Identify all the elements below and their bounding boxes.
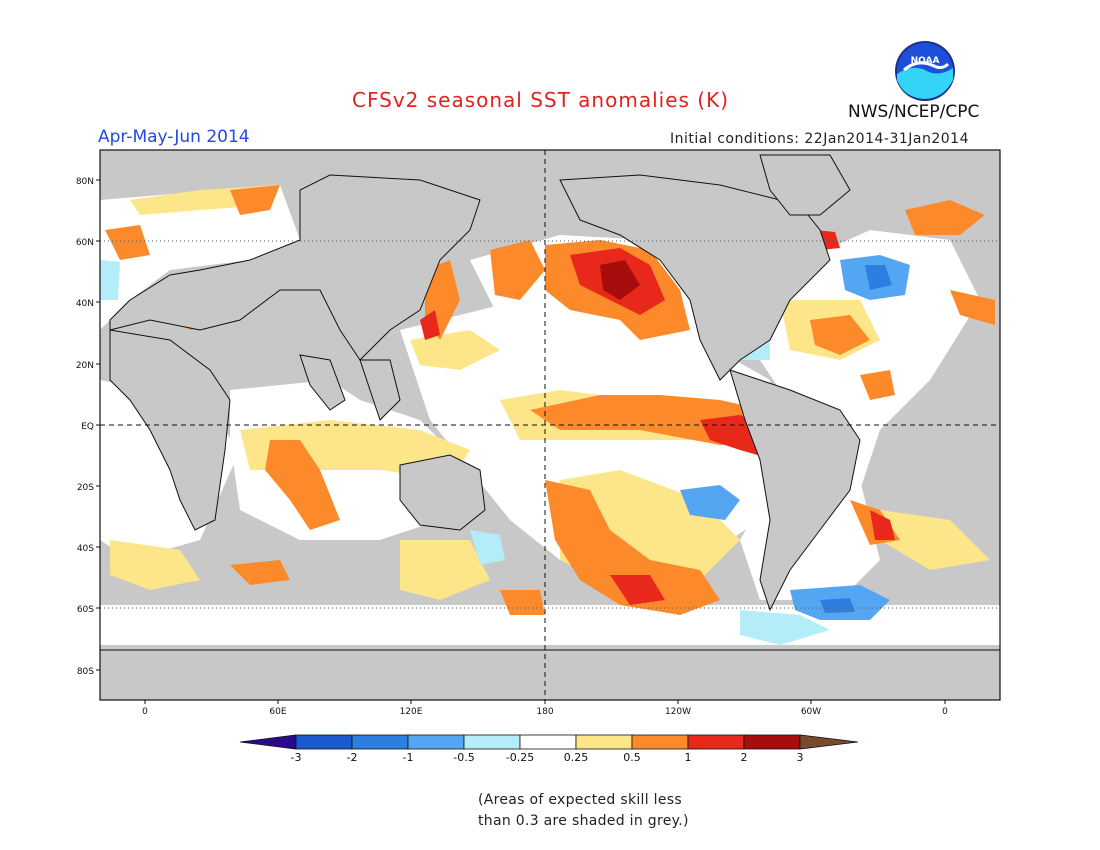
colorbar-cell (351, 734, 409, 750)
colorbar-cell (575, 734, 633, 750)
lat-label: 80S (77, 667, 94, 677)
lon-label: 120W (665, 707, 691, 717)
lat-label: 20S (77, 483, 94, 493)
colorbar-tick-label: -0.5 (453, 751, 474, 764)
lat-label: EQ (81, 422, 94, 432)
lon-label: 60W (801, 707, 821, 717)
colorbar-arrow-left (239, 734, 297, 750)
lat-label: 40S (77, 544, 94, 554)
svg-text:NOAA: NOAA (911, 56, 940, 66)
lat-label: 80N (76, 177, 94, 187)
latitude-labels: 80N 60N 40N 20N EQ 20S 40S 60S 80S (76, 177, 94, 677)
lon-label: 60E (269, 707, 286, 717)
lon-label: 0 (142, 707, 148, 717)
colorbar: -3 -2 -1 -0.5 -0.25 0.25 0.5 1 2 3 (239, 734, 859, 764)
colorbar-tick-label: 2 (741, 751, 748, 764)
lat-label: 40N (76, 299, 94, 309)
colorbar-labels: -3 -2 -1 -0.5 -0.25 0.25 0.5 1 2 3 (291, 751, 804, 764)
colorbar-cell (463, 734, 521, 750)
colorbar-cell (407, 734, 465, 750)
lat-label: 60S (77, 605, 94, 615)
colorbar-cell (687, 734, 745, 750)
agency-label: NWS/NCEP/CPC (848, 102, 980, 122)
footnote-line-1: (Areas of expected skill less (478, 792, 682, 808)
lat-label: 20N (76, 361, 94, 371)
anomaly-2-3 (600, 260, 640, 300)
lon-label: 0 (942, 707, 948, 717)
lat-label: 60N (76, 238, 94, 248)
season-label: Apr-May-Jun 2014 (98, 127, 250, 147)
colorbar-tick-label: -0.25 (506, 751, 534, 764)
footnote-line-2: than 0.3 are shaded in grey.) (478, 813, 689, 829)
lon-ticks (144, 700, 946, 704)
colorbar-cell (631, 734, 689, 750)
anomaly-neg-0.25-0.5 (100, 260, 830, 645)
lon-label: 120E (400, 707, 423, 717)
lat-ticks (96, 179, 100, 671)
noaa-logo: NOAA (895, 41, 955, 101)
lon-label: 180 (536, 707, 553, 717)
continents (100, 154, 1000, 700)
skill-footnote: (Areas of expected skill less than 0.3 a… (478, 790, 689, 832)
initial-conditions-label: Initial conditions: 22Jan2014-31Jan2014 (670, 131, 969, 147)
colorbar-cell (295, 734, 353, 750)
colorbar-tick-label: -3 (291, 751, 302, 764)
colorbar-tick-label: 1 (685, 751, 692, 764)
colorbar-tick-label: 0.5 (623, 751, 641, 764)
colorbar-tick-label: 0.25 (564, 751, 589, 764)
map-title: CFSv2 seasonal SST anomalies (K) (352, 88, 729, 112)
longitude-labels: 0 60E 120E 180 120W 60W 0 (142, 707, 948, 717)
colorbar-cell (743, 734, 801, 750)
colorbar-tick-label: -2 (347, 751, 358, 764)
colorbar-tick-label: 3 (797, 751, 804, 764)
anomaly-neg-1-2 (820, 265, 892, 613)
colorbar-arrow-right (799, 734, 859, 750)
colorbar-cell (519, 734, 577, 750)
colorbar-cells (295, 734, 801, 750)
colorbar-tick-label: -1 (403, 751, 414, 764)
